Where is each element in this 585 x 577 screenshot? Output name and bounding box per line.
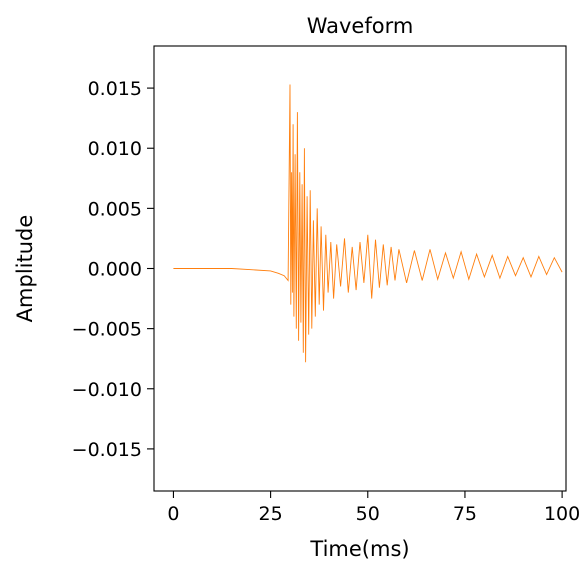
y-tick-label: 0.015 [88, 78, 142, 100]
y-tick-label: −0.010 [72, 379, 142, 401]
chart-title: Waveform [307, 14, 414, 38]
y-tick-label: 0.005 [88, 198, 142, 220]
x-axis-label: Time(ms) [309, 537, 409, 561]
plot-area [153, 45, 567, 492]
x-tick-label: 0 [167, 503, 179, 525]
y-tick-label: 0.010 [88, 138, 142, 160]
y-axis-ticks: 0.015 0.010 0.005 0.000 −0.005 −0.010 −0.015 [72, 78, 154, 461]
series-line [173, 84, 563, 363]
x-tick-label: 50 [356, 503, 380, 525]
x-tick-label: 25 [259, 503, 283, 525]
y-tick-label: 0.000 [88, 259, 142, 281]
x-tick-label: 75 [453, 503, 477, 525]
y-axis-label: Amplitude [13, 215, 37, 323]
x-axis-ticks: 0 25 50 75 100 [167, 491, 580, 525]
y-tick-label: −0.015 [72, 439, 142, 461]
y-tick-label: −0.005 [72, 319, 142, 341]
x-tick-label: 100 [544, 503, 580, 525]
